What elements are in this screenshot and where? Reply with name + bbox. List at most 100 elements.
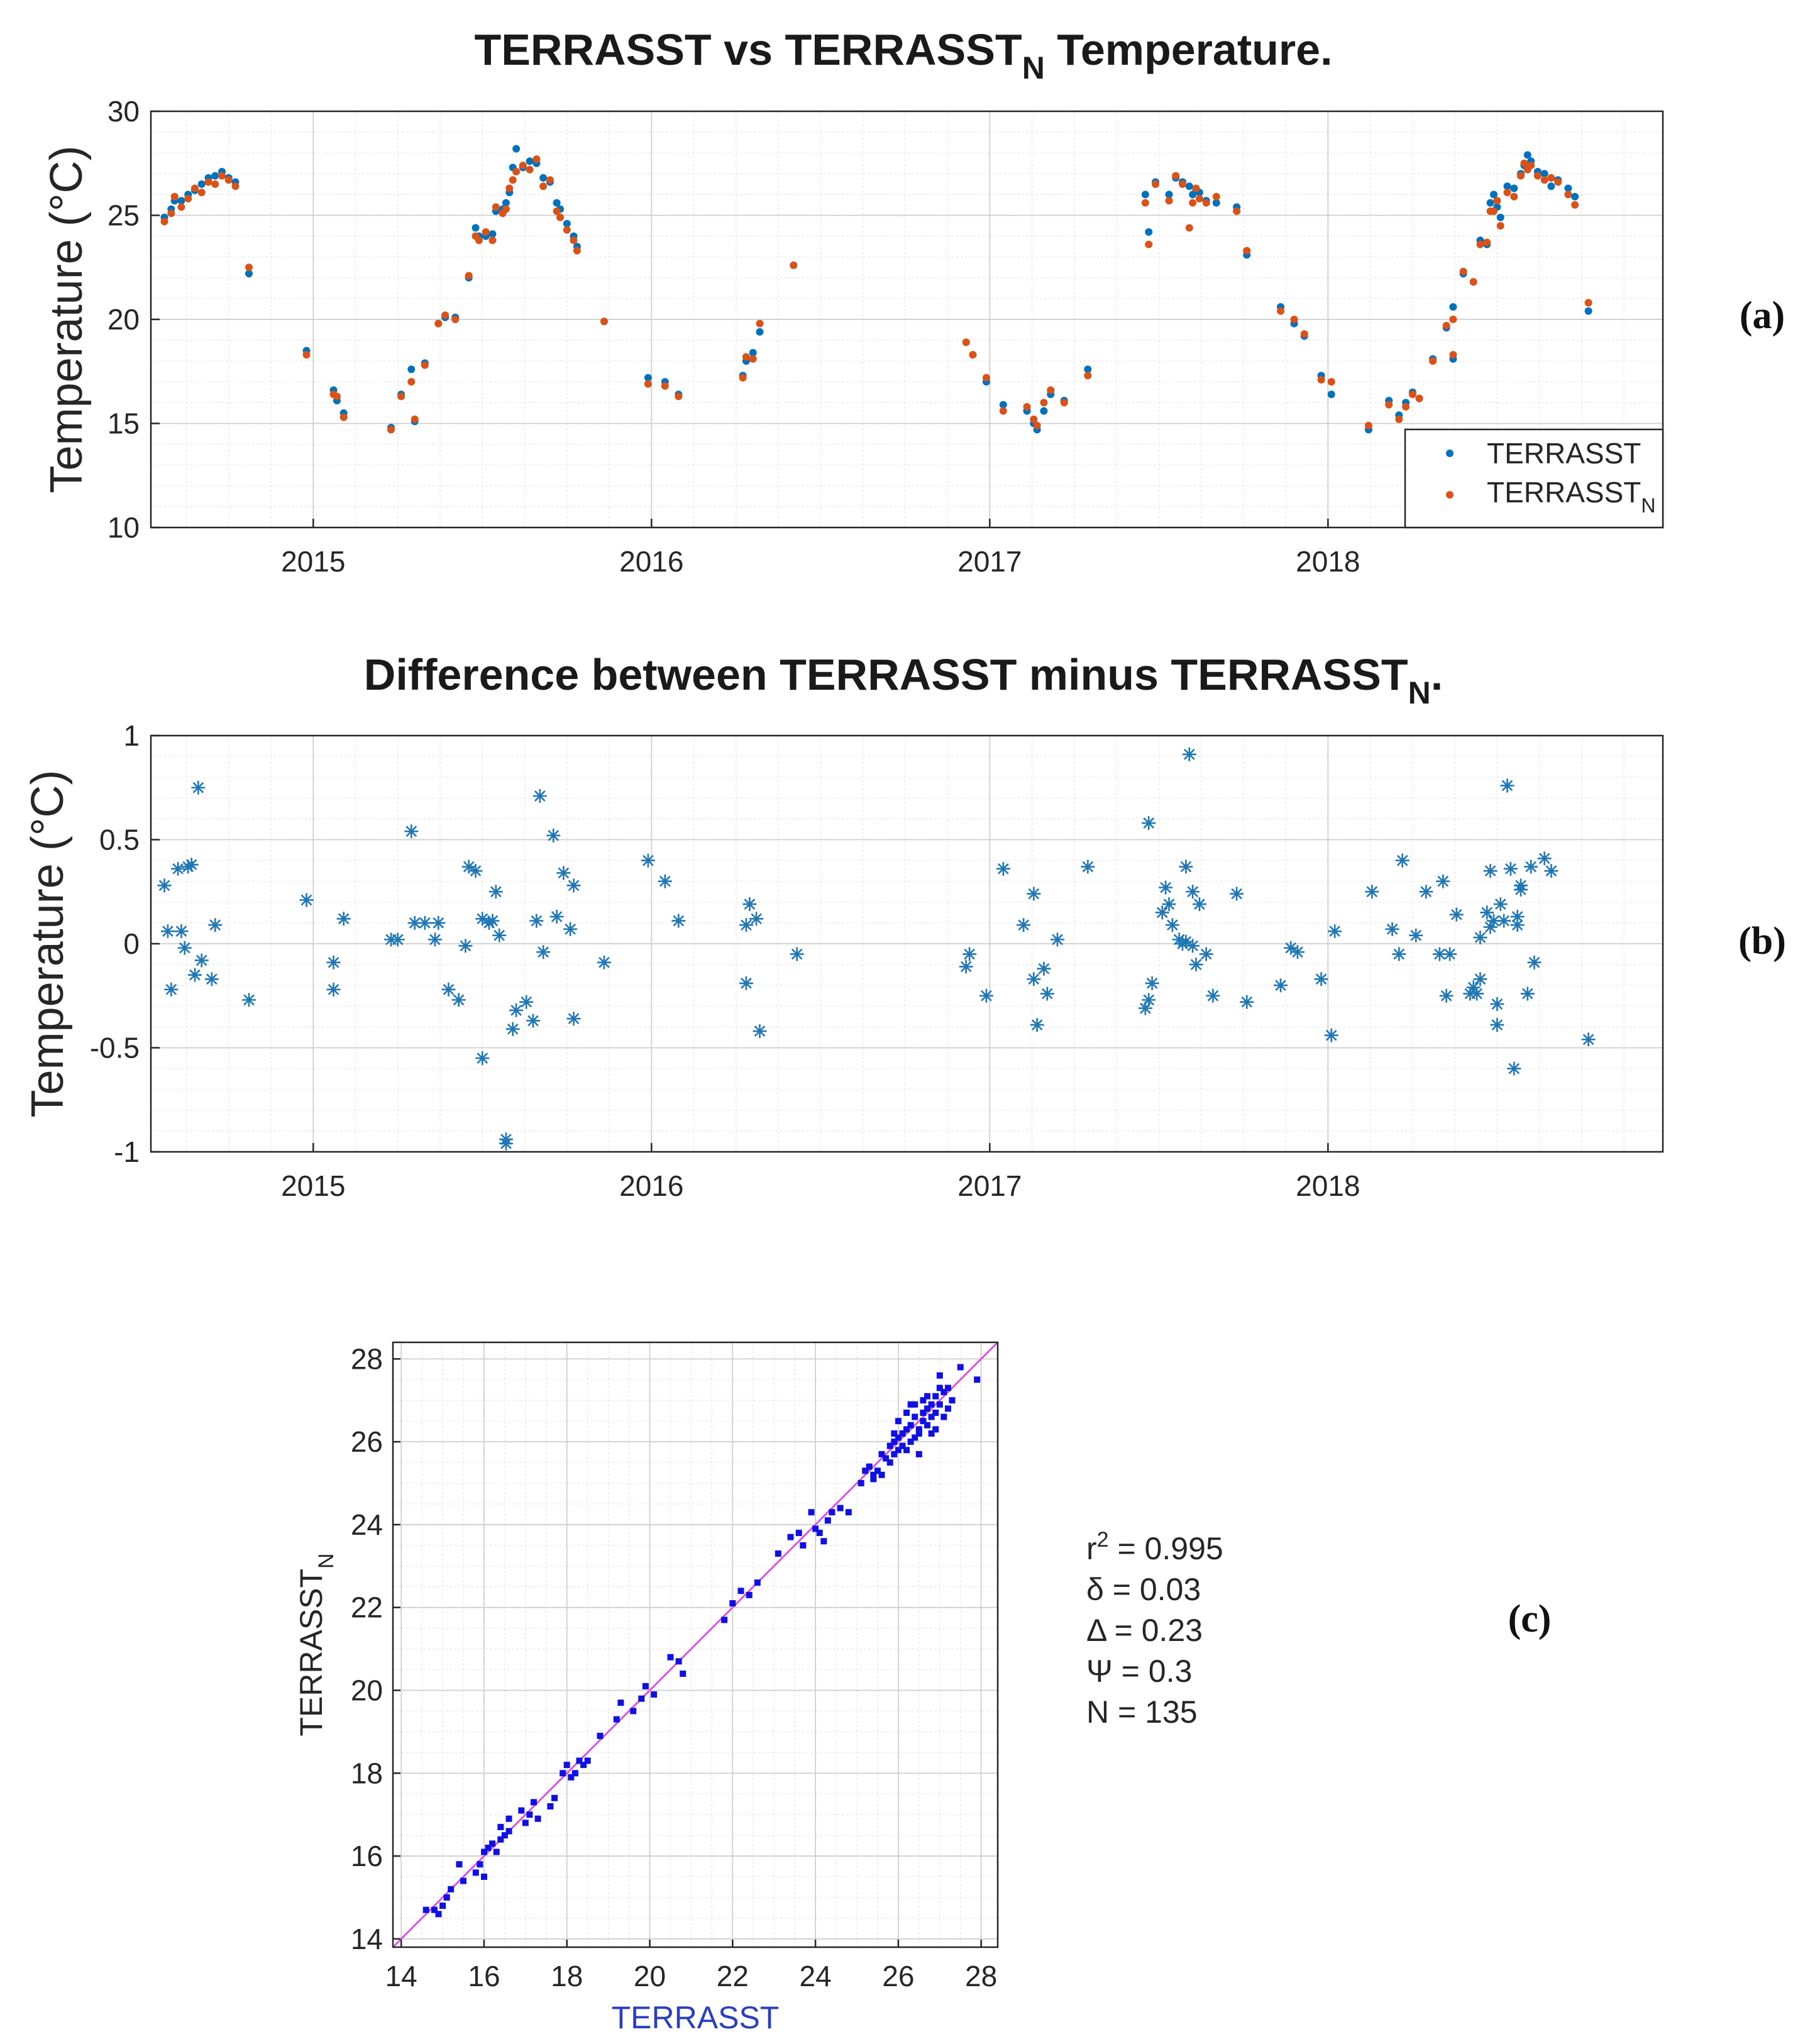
point-scatter: [472, 1869, 479, 1876]
point-terrasst-n: [1172, 172, 1180, 180]
x-tick-label: 20: [634, 1960, 666, 1992]
point-difference: [509, 1003, 524, 1017]
point-difference: [1500, 778, 1514, 793]
point-difference: [532, 788, 547, 803]
point-terrasst-n: [1192, 184, 1200, 192]
point-difference: [475, 1051, 490, 1066]
point-difference: [526, 1014, 540, 1028]
y-tick-label: 0.5: [99, 824, 140, 856]
point-difference: [184, 858, 199, 872]
point-terrasst-n: [1047, 386, 1055, 394]
point-difference: [1040, 986, 1054, 1001]
point-scatter: [824, 1517, 831, 1524]
point-terrasst-n: [204, 178, 212, 186]
point-scatter: [800, 1542, 807, 1549]
point-difference: [482, 915, 497, 930]
y-tick-label: 30: [108, 95, 140, 128]
point-difference: [1274, 978, 1288, 993]
point-difference: [1165, 918, 1179, 932]
point-difference: [1473, 972, 1487, 986]
point-difference: [1189, 958, 1203, 972]
point-difference: [742, 897, 757, 912]
point-terrasst: [563, 219, 571, 228]
x-tick-label: 24: [799, 1960, 831, 1992]
panel-c-xlabel: TERRASST: [612, 2000, 780, 2035]
y-tick-label: 18: [351, 1757, 383, 1789]
x-tick-label: 2015: [281, 545, 345, 578]
point-difference: [749, 912, 764, 926]
point-difference: [1324, 1028, 1338, 1042]
x-tick-label: 22: [717, 1960, 749, 1992]
panel-b-markers: [157, 747, 1596, 1151]
point-terrasst-n: [1179, 180, 1186, 188]
point-difference: [1155, 905, 1169, 920]
point-difference: [1510, 918, 1525, 932]
point-scatter: [667, 1654, 674, 1660]
point-difference: [1142, 816, 1156, 831]
point-scatter: [560, 1770, 566, 1777]
point-difference: [191, 780, 206, 795]
point-terrasst-n: [1084, 372, 1092, 380]
point-terrasst: [1510, 184, 1518, 192]
panel-a-ylabel: Temperature (°C): [41, 146, 92, 494]
point-scatter: [481, 1848, 487, 1855]
point-terrasst: [1486, 199, 1494, 207]
x-tick-label: 2018: [1296, 1169, 1360, 1202]
point-scatter: [534, 1815, 541, 1822]
point-terrasst-n: [177, 203, 185, 211]
panel-c-axes-box: [392, 1341, 999, 1948]
point-scatter: [941, 1389, 947, 1396]
panel-b-axes: 2015 2016 2017 2018 -1 -0.5 0 0.5 1: [90, 719, 1360, 1202]
point-scatter: [899, 1430, 906, 1437]
point-terrasst-n: [1442, 321, 1450, 329]
point-terrasst-n: [1023, 403, 1031, 411]
point-scatter: [613, 1716, 620, 1723]
y-tick-label: 26: [351, 1425, 383, 1458]
point-terrasst-n: [1520, 159, 1528, 167]
point-scatter: [974, 1376, 981, 1383]
point-scatter: [862, 1467, 869, 1474]
point-difference: [1365, 885, 1379, 899]
point-scatter: [957, 1364, 964, 1371]
point-difference: [1199, 947, 1213, 961]
point-terrasst: [407, 365, 416, 373]
point-terrasst-n: [1415, 394, 1423, 402]
point-terrasst-n: [451, 316, 460, 323]
panel-c-markers: [422, 1364, 981, 1918]
point-difference: [428, 932, 442, 947]
point-terrasst-n: [1364, 421, 1372, 429]
panel-c: 14 16 18 20 22 24 26 28 14 16 18 20 22 24 26 28 TERRASS…: [294, 1341, 1551, 2035]
point-terrasst: [1523, 151, 1531, 159]
x-tick-label: 2017: [957, 545, 1022, 578]
point-difference: [1466, 980, 1481, 995]
point-terrasst-n: [1195, 195, 1203, 202]
point-difference: [1439, 988, 1454, 1003]
point-terrasst-n: [1540, 176, 1548, 184]
point-scatter: [597, 1733, 604, 1739]
point-terrasst-n: [1429, 357, 1437, 365]
point-terrasst-n: [465, 272, 473, 280]
point-difference: [1395, 853, 1410, 868]
point-scatter: [439, 1903, 446, 1909]
point-terrasst: [1496, 213, 1504, 221]
point-difference: [485, 914, 500, 928]
point-terrasst-n: [245, 263, 253, 272]
point-difference: [468, 864, 483, 878]
panel-b-axes-box: [150, 734, 1664, 1153]
point-scatter: [795, 1530, 802, 1537]
point-difference: [1179, 934, 1193, 949]
point-scatter: [571, 1770, 578, 1777]
point-terrasst-n: [1152, 180, 1159, 188]
point-difference: [1050, 932, 1064, 947]
point-difference: [181, 859, 196, 874]
point-difference: [979, 988, 993, 1003]
point-difference: [1385, 922, 1399, 936]
point-scatter: [886, 1442, 893, 1449]
point-terrasst-n: [982, 373, 990, 382]
point-terrasst-n: [532, 155, 541, 163]
point-terrasst-n: [556, 213, 564, 221]
point-difference: [1507, 1061, 1521, 1076]
point-terrasst-n: [661, 382, 669, 390]
point-scatter: [531, 1799, 537, 1806]
point-scatter: [895, 1447, 902, 1454]
